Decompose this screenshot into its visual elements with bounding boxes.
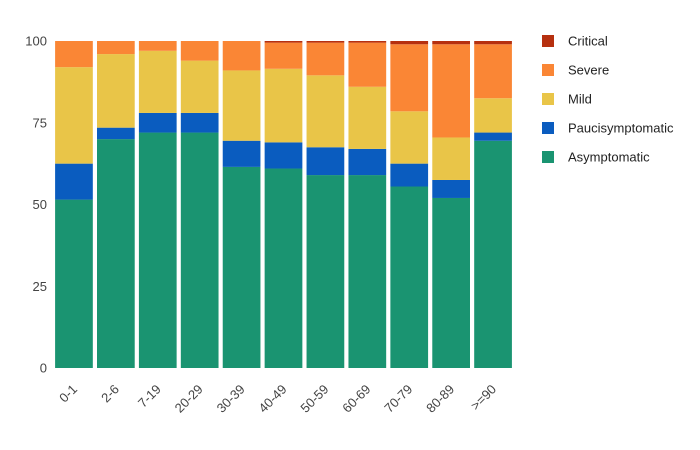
legend-item-critical[interactable]: Critical xyxy=(542,34,608,49)
bar-segment-critical-7[interactable] xyxy=(348,41,387,43)
bar-segment-paucisymptomatic-4[interactable] xyxy=(222,140,261,167)
bar-segment-asymptomatic-1[interactable] xyxy=(97,139,135,368)
y-tick-label: 100 xyxy=(25,34,47,49)
bar-segment-mild-8[interactable] xyxy=(390,111,429,164)
bar-segment-severe-6[interactable] xyxy=(306,42,345,76)
bar-segment-critical-8[interactable] xyxy=(390,41,429,45)
x-tick-label: 60-69 xyxy=(339,382,373,416)
x-tick-label: 2-6 xyxy=(98,382,122,406)
bar-segment-asymptomatic-4[interactable] xyxy=(222,166,261,368)
y-tick-label: 25 xyxy=(33,279,47,294)
x-tick-label: 20-29 xyxy=(172,382,206,416)
bar-segment-asymptomatic-3[interactable] xyxy=(180,132,219,368)
bar-segment-paucisymptomatic-7[interactable] xyxy=(348,148,387,176)
legend-item-asymptomatic[interactable]: Asymptomatic xyxy=(542,150,650,165)
bar-segment-critical-5[interactable] xyxy=(264,41,303,43)
legend-swatch xyxy=(542,151,554,163)
bar-segment-paucisymptomatic-9[interactable] xyxy=(432,179,470,198)
bar-segment-paucisymptomatic-2[interactable] xyxy=(138,112,177,133)
bar-segment-critical-6[interactable] xyxy=(306,41,345,43)
y-tick-label: 50 xyxy=(33,197,47,212)
legend-swatch xyxy=(542,122,554,134)
legend-item-severe[interactable]: Severe xyxy=(542,63,609,78)
x-tick-label: 50-59 xyxy=(297,382,331,416)
bar-segment-severe-5[interactable] xyxy=(264,42,303,69)
bar-segment-critical-10[interactable] xyxy=(474,41,512,45)
legend-item-paucisymptomatic[interactable]: Paucisymptomatic xyxy=(542,121,674,136)
bar-segment-paucisymptomatic-1[interactable] xyxy=(97,127,135,140)
x-tick-label: 40-49 xyxy=(256,382,290,416)
bar-segment-mild-5[interactable] xyxy=(264,68,303,143)
legend[interactable]: Critical Severe Mild Paucisymptomatic Asympt… xyxy=(542,34,674,165)
y-tick-label: 75 xyxy=(33,115,47,130)
x-tick-label: 80-89 xyxy=(423,382,457,416)
y-axis: 0 25 50 75 100 xyxy=(25,34,47,376)
bar-segment-asymptomatic-10[interactable] xyxy=(474,140,512,368)
legend-label: Critical xyxy=(568,34,608,49)
bar-segment-severe-8[interactable] xyxy=(390,44,429,112)
x-tick-label: 0-1 xyxy=(56,382,80,406)
bar-segment-paucisymptomatic-6[interactable] xyxy=(306,147,345,176)
x-tick-label: 7-19 xyxy=(135,382,164,411)
bar-segment-severe-0[interactable] xyxy=(55,41,93,68)
x-tick-label: 70-79 xyxy=(381,382,415,416)
bar-segment-critical-9[interactable] xyxy=(432,41,470,45)
bar-segment-mild-7[interactable] xyxy=(348,86,387,149)
legend-label: Paucisymptomatic xyxy=(568,121,674,136)
bar-segment-severe-3[interactable] xyxy=(180,41,219,61)
legend-swatch xyxy=(542,93,554,105)
bar-segment-paucisymptomatic-0[interactable] xyxy=(55,163,93,200)
bar-segment-severe-2[interactable] xyxy=(138,41,177,51)
bar-segment-mild-9[interactable] xyxy=(432,137,470,180)
legend-item-mild[interactable]: Mild xyxy=(542,92,592,107)
x-tick-label: >=90 xyxy=(468,382,500,414)
bar-segment-asymptomatic-6[interactable] xyxy=(306,175,345,368)
legend-label: Asymptomatic xyxy=(568,150,650,165)
legend-label: Severe xyxy=(568,63,609,78)
bar-segment-severe-1[interactable] xyxy=(97,41,135,55)
bar-segment-asymptomatic-8[interactable] xyxy=(390,186,429,368)
bar-segment-paucisymptomatic-5[interactable] xyxy=(264,142,303,169)
legend-label: Mild xyxy=(568,92,592,107)
bar-segment-mild-10[interactable] xyxy=(474,98,512,133)
bar-segment-asymptomatic-7[interactable] xyxy=(348,175,387,368)
y-tick-label: 0 xyxy=(40,361,47,376)
bar-segment-paucisymptomatic-3[interactable] xyxy=(180,112,219,133)
bar-segment-mild-3[interactable] xyxy=(180,60,219,113)
bar-segment-mild-4[interactable] xyxy=(222,70,261,141)
bars-layer xyxy=(55,41,512,368)
bar-segment-paucisymptomatic-10[interactable] xyxy=(474,132,512,141)
bar-segment-severe-4[interactable] xyxy=(222,41,261,71)
bar-segment-asymptomatic-0[interactable] xyxy=(55,199,93,368)
bar-segment-mild-6[interactable] xyxy=(306,75,345,148)
bar-segment-asymptomatic-9[interactable] xyxy=(432,197,470,368)
bar-segment-severe-7[interactable] xyxy=(348,42,387,87)
legend-swatch xyxy=(542,64,554,76)
legend-swatch xyxy=(542,35,554,47)
bar-segment-severe-10[interactable] xyxy=(474,44,512,99)
bar-segment-mild-0[interactable] xyxy=(55,67,93,164)
bar-segment-asymptomatic-2[interactable] xyxy=(138,132,177,368)
bar-segment-severe-9[interactable] xyxy=(432,44,470,138)
bar-segment-mild-2[interactable] xyxy=(138,50,177,113)
x-axis: 0-1 2-6 7-19 20-29 30-39 40-49 50-59 60-69 70-79… xyxy=(56,382,499,416)
bar-segment-asymptomatic-5[interactable] xyxy=(264,168,303,368)
x-tick-label: 30-39 xyxy=(214,382,248,416)
bar-segment-mild-1[interactable] xyxy=(97,54,135,128)
bar-segment-paucisymptomatic-8[interactable] xyxy=(390,163,429,187)
